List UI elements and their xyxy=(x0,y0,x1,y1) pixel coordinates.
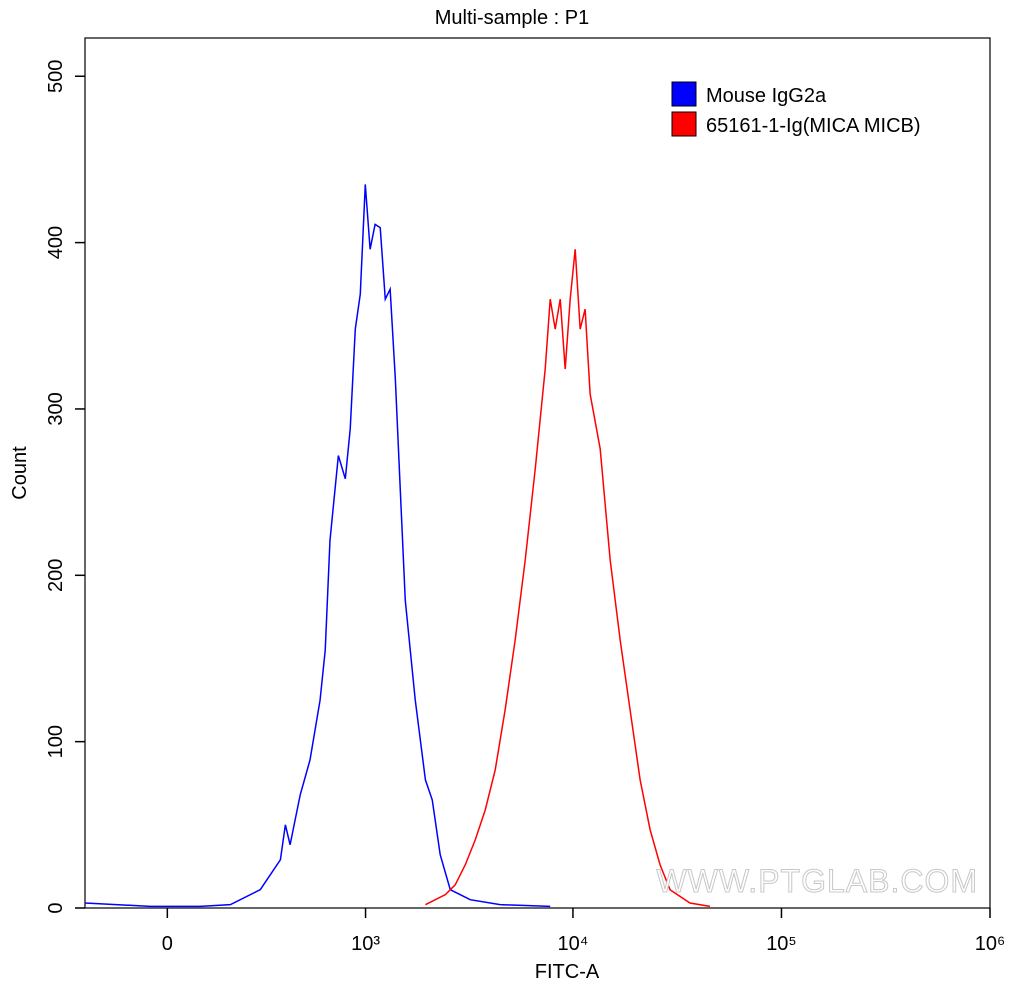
y-axis-label: Count xyxy=(9,446,31,500)
x-tick-label: 10³ xyxy=(351,933,380,955)
legend-label: 65161-1-Ig(MICA MICB) xyxy=(706,115,921,137)
watermark: WWW.PTGLAB.COM xyxy=(656,863,978,899)
histogram-line xyxy=(84,184,551,908)
plot-frame xyxy=(84,37,991,909)
histogram-line xyxy=(425,249,711,908)
y-tick-label: 300 xyxy=(45,392,67,425)
y-tick-label: 100 xyxy=(45,725,67,758)
x-tick-label: 10⁴ xyxy=(558,933,589,955)
x-tick-label: 10⁶ xyxy=(975,933,1005,955)
y-tick-label: 400 xyxy=(45,226,67,259)
legend-swatch xyxy=(671,81,697,107)
x-axis-label: FITC-A xyxy=(535,961,600,983)
legend-swatch xyxy=(671,111,697,137)
y-tick-label: 200 xyxy=(45,559,67,592)
legend-label: Mouse IgG2a xyxy=(706,85,827,107)
y-tick-label: 0 xyxy=(45,902,67,913)
chart-title: Multi-sample : P1 xyxy=(435,7,590,29)
x-tick-label: 10⁵ xyxy=(766,933,797,955)
x-tick-label: 0 xyxy=(162,933,173,955)
y-tick-label: 500 xyxy=(45,60,67,93)
